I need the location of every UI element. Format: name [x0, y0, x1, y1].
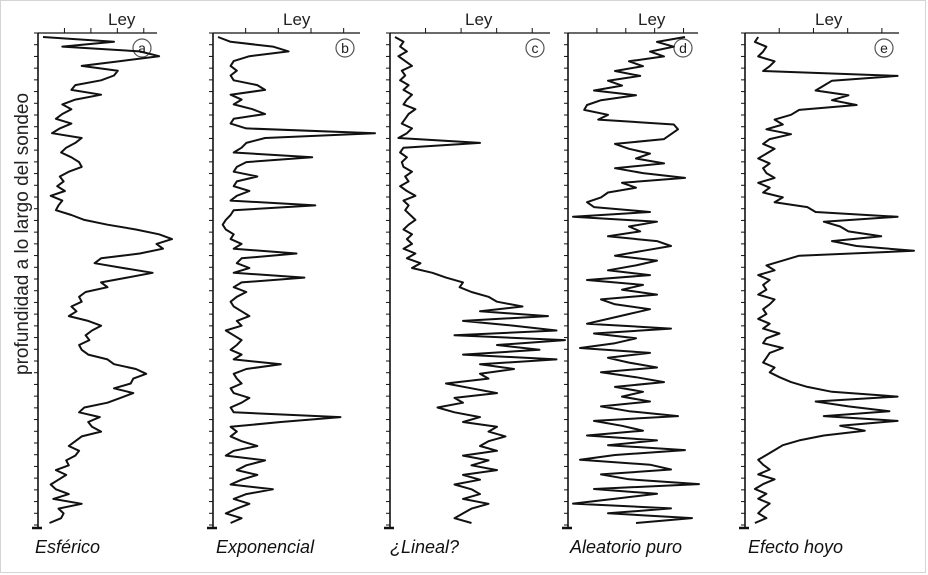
panel-marker-d — [673, 38, 693, 58]
x-axis-label-b: Ley — [283, 10, 311, 29]
caption-c: ¿Lineal? — [390, 537, 460, 557]
panel-marker-b — [335, 38, 355, 58]
panel-letter-a: a — [138, 40, 146, 56]
trace-c — [394, 36, 566, 524]
x-axis-label-a: Ley — [108, 10, 136, 29]
panel-letter-d: d — [679, 40, 687, 56]
panel-letter-c: c — [532, 40, 539, 56]
panel-marker-e — [874, 38, 894, 58]
trace-d — [572, 36, 700, 524]
trace-b — [217, 36, 376, 524]
panel-letter-e: e — [880, 40, 888, 56]
panel-marker-c — [525, 38, 545, 58]
caption-a: Esférico — [35, 537, 101, 557]
x-axis-label-d: Ley — [638, 10, 666, 29]
panel-letter-b: b — [341, 40, 349, 56]
trace-a — [42, 36, 173, 524]
x-axis-label-e: Ley — [815, 10, 843, 29]
x-axis-label-c: Ley — [465, 10, 493, 29]
caption-e: Efecto hoyo — [748, 537, 844, 557]
caption-d: Aleatorio puro — [570, 537, 683, 557]
trace-e — [753, 36, 915, 524]
caption-b: Exponencial — [216, 537, 315, 557]
